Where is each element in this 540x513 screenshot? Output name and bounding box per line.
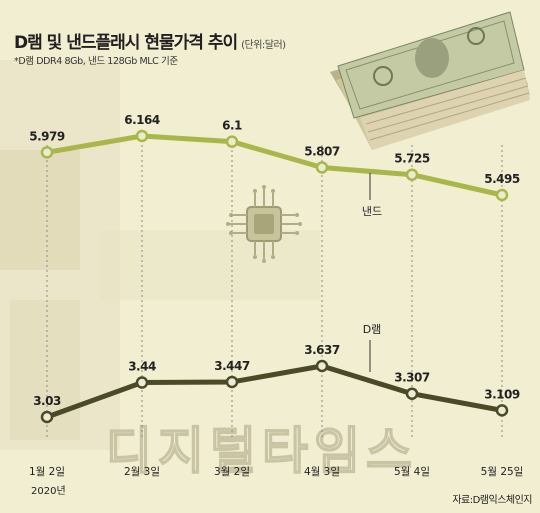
data-point xyxy=(315,161,329,174)
chart-title-block: D램 및 낸드플래시 현물가격 추이 (단위:달러) xyxy=(14,28,286,53)
source-label: 자료:D램익스체인지 xyxy=(452,495,532,506)
data-point xyxy=(495,188,509,202)
unit-label: (단위:달러) xyxy=(241,40,286,51)
chart-title: D램 및 낸드플래시 현물가격 추이 xyxy=(14,33,238,53)
series-line-dram xyxy=(44,363,505,420)
data-label: 3.03 xyxy=(33,394,61,408)
data-label: 3.637 xyxy=(304,343,340,357)
data-label: 3.447 xyxy=(214,359,250,373)
data-point xyxy=(40,410,54,424)
x-tick-label: 5월 25일 xyxy=(481,465,524,478)
data-labels: 5.979 6.164 6.1 5.807 5.725 5.495 3.03 3.44 3.44… xyxy=(29,113,520,408)
chart-note: *D램 DDR4 8Gb, 낸드 128Gb MLC 기준 xyxy=(14,56,178,67)
data-point xyxy=(405,168,419,181)
data-label: 3.44 xyxy=(128,360,156,374)
data-label: 3.109 xyxy=(484,387,520,401)
x-tick-label: 3월 2일 xyxy=(214,465,250,478)
data-point xyxy=(315,359,329,373)
series-label-dram: D램 xyxy=(363,323,382,336)
series-line-nand xyxy=(44,133,505,198)
data-label: 5.495 xyxy=(484,172,520,186)
x-tick-label: 4월 3일 xyxy=(304,465,340,478)
data-label: 6.164 xyxy=(124,113,160,127)
data-label: 5.979 xyxy=(29,129,65,143)
data-point xyxy=(225,135,239,148)
data-label: 5.807 xyxy=(304,144,340,158)
chip-icon xyxy=(226,185,302,263)
series-layer xyxy=(40,129,509,424)
data-point xyxy=(405,387,419,400)
series-label-nand: 낸드 xyxy=(362,205,382,218)
money-stack-illustration xyxy=(330,11,530,150)
data-point xyxy=(495,404,509,417)
x-axis-year-label: 2020년 xyxy=(31,486,66,497)
x-tick-label: 1월 2일 xyxy=(29,465,65,478)
data-label: 5.725 xyxy=(394,152,430,166)
data-point xyxy=(40,146,54,159)
x-tick-label: 2월 3일 xyxy=(124,465,160,478)
data-point xyxy=(135,129,149,143)
x-axis: 1월 2일 2월 3일 3월 2일 4월 3일 5월 4일 5월 25일 xyxy=(29,465,523,478)
watermark: 디지털타임스 xyxy=(106,422,418,480)
data-point xyxy=(135,376,149,389)
data-label: 6.1 xyxy=(222,119,242,133)
x-tick-label: 5월 4일 xyxy=(394,465,430,478)
data-point xyxy=(225,375,239,389)
data-label: 3.307 xyxy=(394,371,430,385)
